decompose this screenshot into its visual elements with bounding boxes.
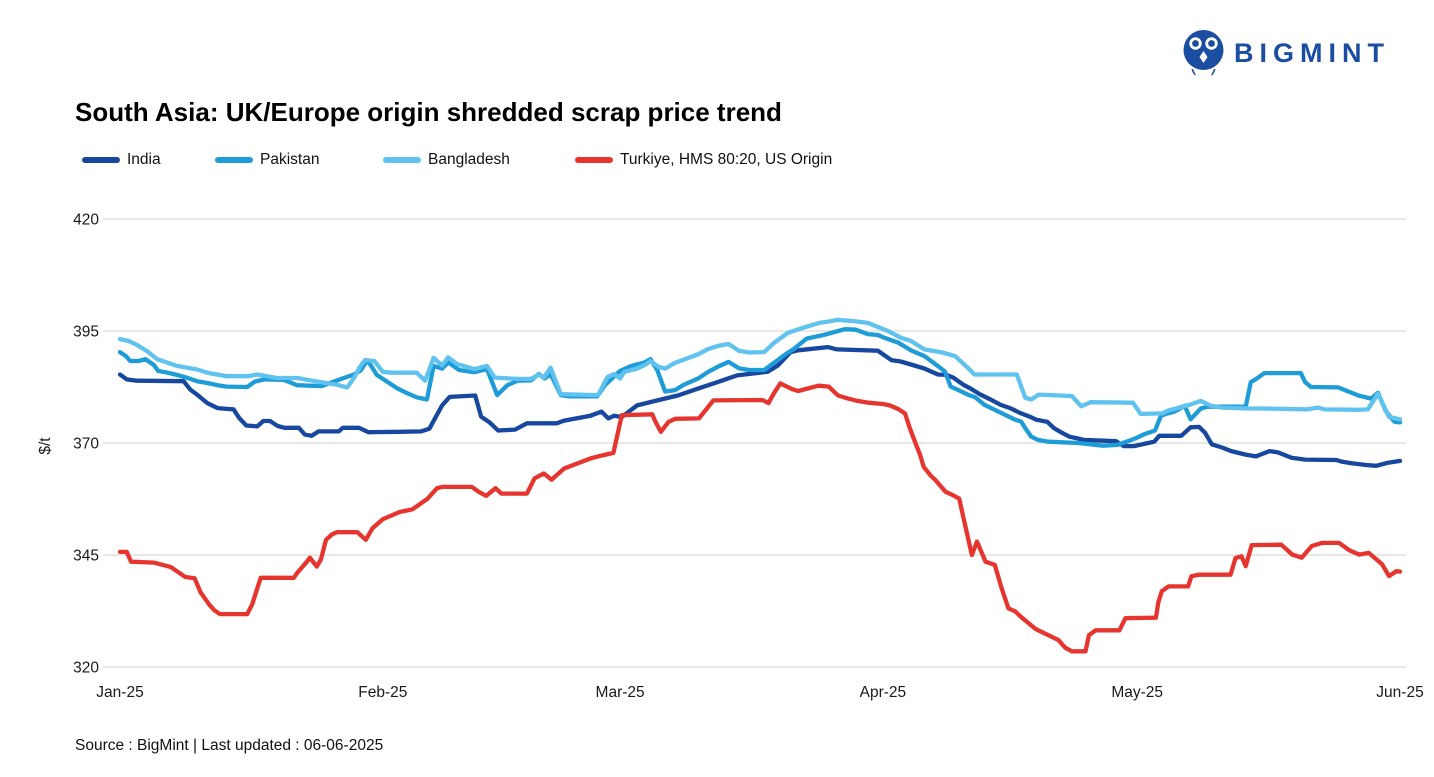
source-note: Source : BigMint | Last updated : 06-06-…	[75, 737, 384, 754]
series-line-india	[117, 344, 1403, 468]
x-tick-label-Apr-25: Apr-25	[860, 684, 907, 701]
y-tick-label-320: 320	[73, 660, 99, 677]
y-tick-label-345: 345	[73, 548, 99, 565]
legend-label-pakistan: Pakistan	[260, 151, 320, 168]
legend-swatch-turkiye	[575, 157, 613, 163]
series-line-pakistan	[117, 327, 1403, 448]
bigmint-logo-text: BIGMINT	[1234, 37, 1390, 68]
legend: India Pakistan Bangladesh Turkiye, HMS 80:2…	[0, 149, 1434, 171]
legend-item-pakistan: Pakistan	[215, 149, 319, 171]
legend-item-turkiye: Turkiye, HMS 80:20, US Origin	[575, 149, 832, 171]
series-line-bangladesh	[117, 317, 1403, 422]
legend-swatch-bangladesh	[383, 157, 421, 163]
y-tick-label-420: 420	[73, 212, 99, 229]
x-tick-label-Feb-25: Feb-25	[358, 684, 407, 701]
legend-label-turkiye: Turkiye, HMS 80:20, US Origin	[620, 151, 833, 168]
legend-label-bangladesh: Bangladesh	[428, 151, 510, 168]
bigmint-logo: BIGMINT	[1183, 30, 1390, 76]
bigmint-logo-icon	[1183, 30, 1224, 76]
x-tick-label-May-25: May-25	[1111, 684, 1163, 701]
y-axis-title: $/t	[37, 437, 54, 455]
legend-label-india: India	[127, 151, 161, 168]
y-tick-label-395: 395	[73, 324, 99, 341]
x-tick-label-Jun-25: Jun-25	[1376, 684, 1423, 701]
series-line-turkiye	[117, 381, 1403, 654]
y-tick-label-370: 370	[73, 436, 99, 453]
legend-item-bangladesh: Bangladesh	[383, 149, 510, 171]
legend-item-india: India	[82, 149, 161, 171]
legend-swatch-pakistan	[215, 157, 253, 163]
legend-swatch-india	[82, 157, 120, 163]
x-tick-label-Mar-25: Mar-25	[596, 684, 645, 701]
x-tick-label-Jan-25: Jan-25	[96, 684, 143, 701]
page-title: South Asia: UK/Europe origin shredded sc…	[75, 97, 782, 128]
